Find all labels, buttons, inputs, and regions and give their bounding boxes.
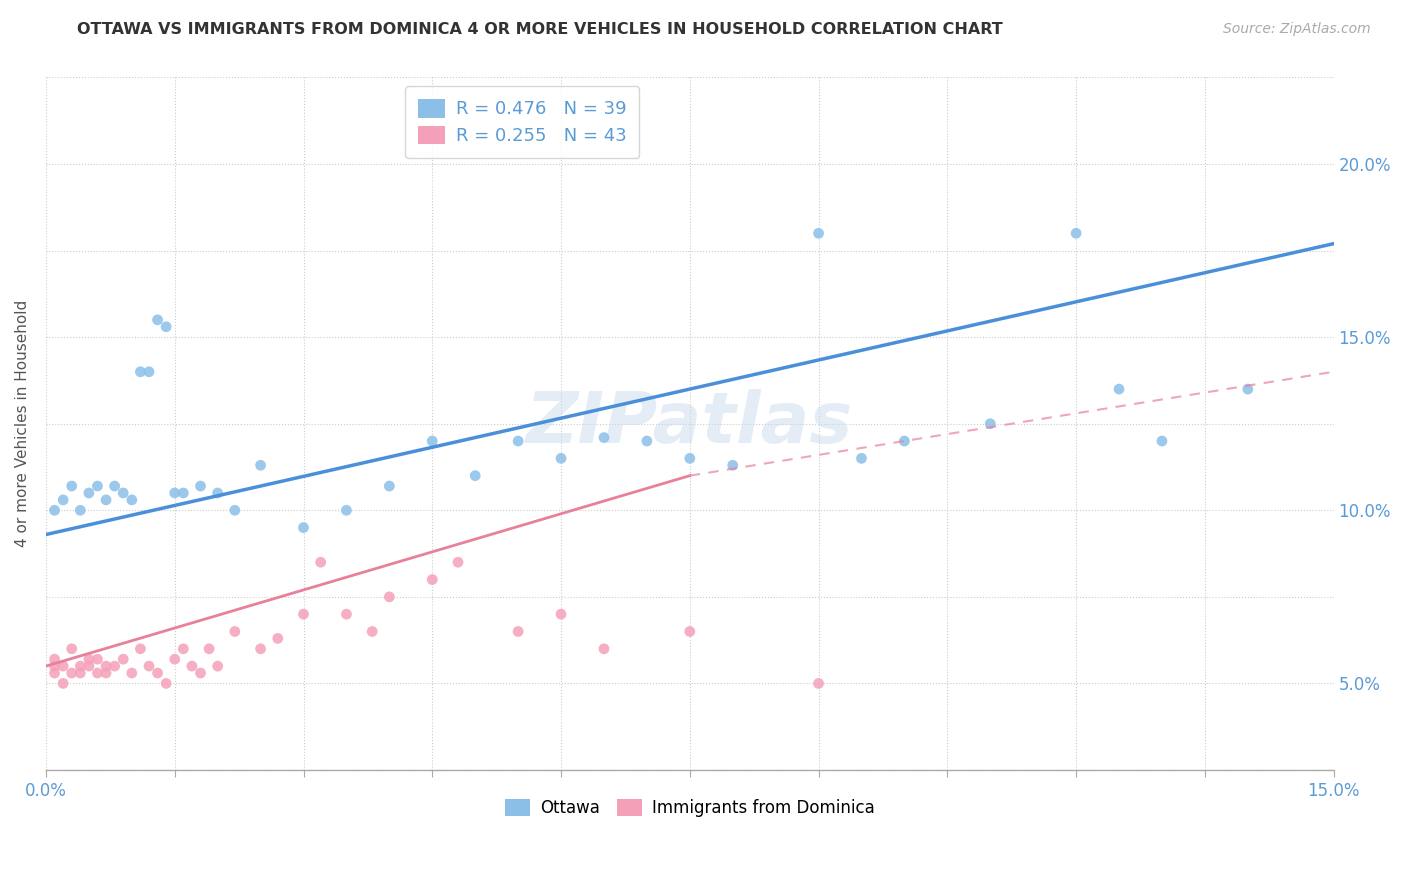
- Point: [807, 676, 830, 690]
- Point: [593, 641, 616, 656]
- Point: [224, 624, 246, 639]
- Point: [420, 573, 443, 587]
- Point: [104, 659, 127, 673]
- Y-axis label: 4 or more Vehicles in Household: 4 or more Vehicles in Household: [15, 300, 30, 548]
- Point: [335, 607, 357, 622]
- Point: [121, 492, 143, 507]
- Point: [104, 479, 127, 493]
- Point: [851, 451, 873, 466]
- Point: [52, 492, 75, 507]
- Point: [52, 676, 75, 690]
- Point: [172, 486, 194, 500]
- Point: [60, 479, 83, 493]
- Point: [1108, 382, 1130, 396]
- Point: [146, 666, 169, 681]
- Point: [309, 555, 332, 569]
- Point: [155, 319, 177, 334]
- Point: [292, 607, 315, 622]
- Point: [207, 659, 229, 673]
- Point: [112, 652, 135, 666]
- Point: [69, 666, 91, 681]
- Point: [121, 666, 143, 681]
- Text: Source: ZipAtlas.com: Source: ZipAtlas.com: [1223, 22, 1371, 37]
- Point: [69, 659, 91, 673]
- Point: [593, 431, 616, 445]
- Point: [86, 666, 108, 681]
- Point: [146, 313, 169, 327]
- Point: [77, 659, 100, 673]
- Point: [679, 451, 702, 466]
- Point: [60, 666, 83, 681]
- Point: [447, 555, 470, 569]
- Point: [129, 641, 152, 656]
- Point: [1150, 434, 1173, 448]
- Point: [807, 227, 830, 241]
- Point: [508, 624, 530, 639]
- Point: [679, 624, 702, 639]
- Point: [129, 365, 152, 379]
- Point: [893, 434, 915, 448]
- Point: [249, 641, 271, 656]
- Point: [138, 659, 160, 673]
- Point: [163, 486, 186, 500]
- Point: [94, 659, 117, 673]
- Point: [198, 641, 221, 656]
- Point: [44, 659, 66, 673]
- Point: [464, 468, 486, 483]
- Point: [94, 666, 117, 681]
- Point: [361, 624, 384, 639]
- Point: [77, 652, 100, 666]
- Point: [138, 365, 160, 379]
- Point: [267, 632, 290, 646]
- Point: [292, 520, 315, 534]
- Point: [155, 676, 177, 690]
- Point: [163, 652, 186, 666]
- Text: OTTAWA VS IMMIGRANTS FROM DOMINICA 4 OR MORE VEHICLES IN HOUSEHOLD CORRELATION C: OTTAWA VS IMMIGRANTS FROM DOMINICA 4 OR …: [77, 22, 1002, 37]
- Point: [224, 503, 246, 517]
- Point: [721, 458, 744, 473]
- Point: [335, 503, 357, 517]
- Point: [420, 434, 443, 448]
- Point: [86, 479, 108, 493]
- Point: [172, 641, 194, 656]
- Point: [190, 666, 212, 681]
- Text: ZIPatlas: ZIPatlas: [526, 389, 853, 458]
- Point: [44, 503, 66, 517]
- Point: [44, 666, 66, 681]
- Point: [378, 590, 401, 604]
- Point: [44, 652, 66, 666]
- Point: [378, 479, 401, 493]
- Point: [979, 417, 1001, 431]
- Point: [550, 451, 572, 466]
- Point: [190, 479, 212, 493]
- Point: [69, 503, 91, 517]
- Point: [52, 659, 75, 673]
- Legend: Ottawa, Immigrants from Dominica: Ottawa, Immigrants from Dominica: [499, 792, 882, 824]
- Point: [508, 434, 530, 448]
- Point: [636, 434, 658, 448]
- Point: [60, 641, 83, 656]
- Point: [77, 486, 100, 500]
- Point: [1236, 382, 1258, 396]
- Point: [207, 486, 229, 500]
- Point: [94, 492, 117, 507]
- Point: [550, 607, 572, 622]
- Point: [180, 659, 202, 673]
- Point: [86, 652, 108, 666]
- Point: [112, 486, 135, 500]
- Point: [1064, 227, 1087, 241]
- Point: [249, 458, 271, 473]
